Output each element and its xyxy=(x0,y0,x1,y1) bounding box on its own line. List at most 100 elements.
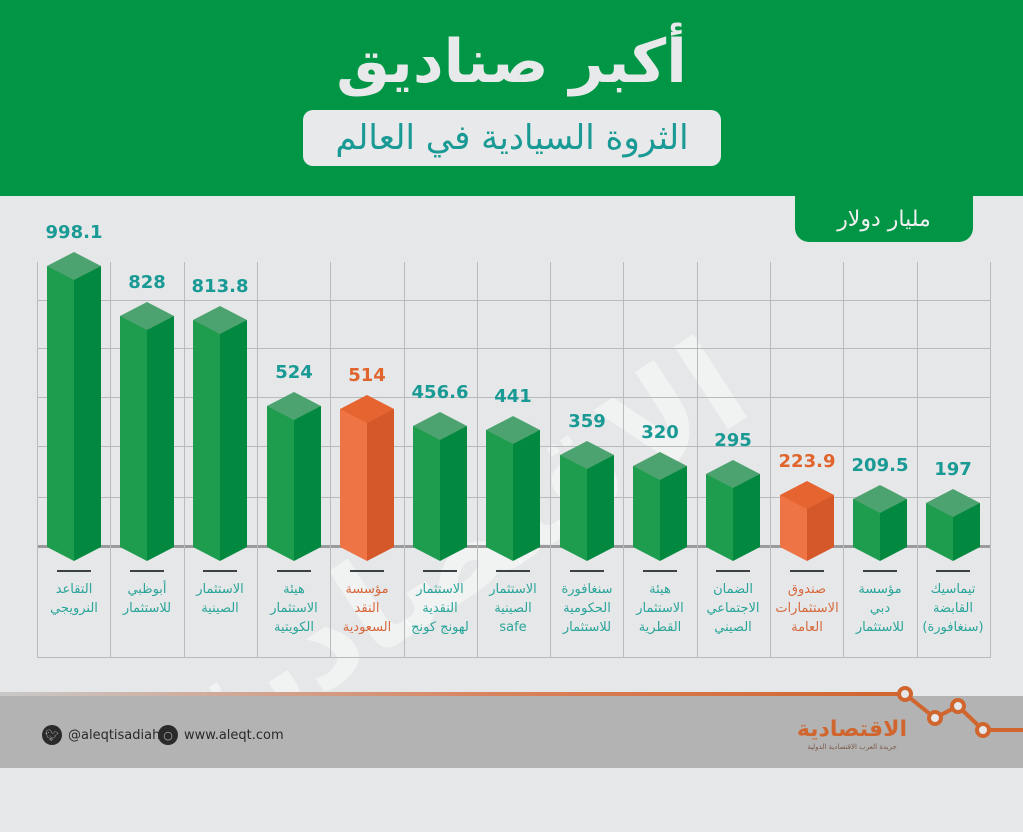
bar-chart: الاقتصادية 998.1 التقاعد النرويجي 828 أبوظبي… xyxy=(0,196,1023,792)
brand-logo: الاقتصادية جريدة العرب الاقتصادية الدولي… xyxy=(792,718,912,756)
category-label: الضمان الاجتماعي الصيني xyxy=(697,580,769,637)
bar xyxy=(413,412,467,561)
bar-value-label: 514 xyxy=(348,365,386,386)
horizontal-gridline xyxy=(37,300,990,301)
bar-bottom-tip xyxy=(560,533,614,561)
category-label: صندوق الاستثمارات العامة xyxy=(771,580,843,637)
category-label-line: للاستثمار xyxy=(562,620,612,635)
vertical-gridline xyxy=(623,262,624,658)
category-label-line: الصيني xyxy=(714,620,752,635)
category-label-line: الاستثمار xyxy=(416,582,464,597)
vertical-gridline xyxy=(477,262,478,658)
bar xyxy=(340,395,394,561)
category-label-line: النقدية xyxy=(422,601,458,616)
bar-front-left xyxy=(193,320,220,547)
category-label-line: هيئة xyxy=(649,582,671,597)
bar-front-right xyxy=(294,406,321,547)
bar-bottom-tip xyxy=(193,533,247,561)
category-label-line: السعودية xyxy=(342,620,392,635)
category-label-line: (سنغافورة) xyxy=(922,620,984,635)
category-label-line: safe xyxy=(499,620,527,635)
bar-value-label: 295 xyxy=(714,430,752,451)
category-label: مؤسسة دبي للاستثمار xyxy=(844,580,916,637)
label-dash xyxy=(496,570,530,572)
website-link[interactable]: ○ www.aleqt.com xyxy=(158,725,284,745)
twitter-icon: 🐦︎ xyxy=(42,725,62,745)
category-label-line: الاستثمار xyxy=(270,601,318,616)
vertical-gridline xyxy=(184,262,185,658)
bar-front-right xyxy=(220,320,247,547)
bar-front-left xyxy=(486,430,513,547)
bar-value-label: 209.5 xyxy=(851,455,909,476)
bar-front-right xyxy=(367,409,394,547)
category-label: هيئة الاستثمار القطرية xyxy=(624,580,696,637)
bar-front-left xyxy=(120,316,147,547)
bar-value-label: 441 xyxy=(494,386,532,407)
bar xyxy=(780,481,834,561)
vertical-gridline xyxy=(990,262,991,658)
bar-bottom-tip xyxy=(413,533,467,561)
footer-divider xyxy=(0,692,905,696)
category-label-line: الاستثمار xyxy=(636,601,684,616)
website-url: www.aleqt.com xyxy=(184,727,284,743)
category-label-line: مؤسسة xyxy=(858,582,902,597)
category-label: مؤسسة النقد السعودية xyxy=(331,580,403,637)
label-dash xyxy=(790,570,824,572)
category-label-line: القطرية xyxy=(638,620,682,635)
twitter-handle: @aleqtisadiah xyxy=(68,727,161,743)
bar-value-label: 828 xyxy=(128,272,166,293)
bar-bottom-tip xyxy=(47,533,101,561)
category-label-line: مؤسسة xyxy=(345,582,389,597)
bar-value-label: 197 xyxy=(934,459,972,480)
label-dash xyxy=(57,570,91,572)
category-label-line: الحكومية xyxy=(563,601,611,616)
bar xyxy=(560,441,614,561)
category-label-line: الاستثمار xyxy=(196,582,244,597)
label-dash xyxy=(423,570,457,572)
bar-front-left xyxy=(340,409,367,547)
brand-tagline: جريدة العرب الاقتصادية الدولية xyxy=(807,743,897,751)
label-dash xyxy=(277,570,311,572)
bar-front-right xyxy=(440,426,467,547)
label-dash xyxy=(643,570,677,572)
label-dash xyxy=(716,570,750,572)
bar xyxy=(706,460,760,561)
category-label-line: أبوظبي xyxy=(127,582,167,597)
unit-badge: مليار دولار xyxy=(795,196,973,242)
bar-value-label: 524 xyxy=(275,362,313,383)
label-dash xyxy=(203,570,237,572)
bar xyxy=(193,306,247,561)
bar-value-label: 456.6 xyxy=(411,382,469,403)
bar-bottom-tip xyxy=(706,533,760,561)
header-banner: أكبر صناديق الثروة السيادية في العالم xyxy=(0,0,1023,196)
category-label-line: النرويجي xyxy=(50,601,98,616)
twitter-link[interactable]: 🐦︎ @aleqtisadiah xyxy=(42,725,160,745)
bar-front-left xyxy=(47,266,74,547)
bar-front-right xyxy=(147,316,174,547)
unit-label: مليار دولار xyxy=(837,206,931,232)
bar xyxy=(853,485,907,561)
category-label-line: للاستثمار xyxy=(855,620,905,635)
category-label: أبوظبي للاستثمار xyxy=(111,580,183,618)
bar-bottom-tip xyxy=(267,533,321,561)
page-title: أكبر صناديق xyxy=(336,27,687,97)
vertical-gridline xyxy=(404,262,405,658)
vertical-gridline xyxy=(330,262,331,658)
vertical-gridline xyxy=(917,262,918,658)
bar-front-left xyxy=(413,426,440,547)
category-label-line: الاجتماعي xyxy=(706,601,760,616)
bar-bottom-tip xyxy=(926,533,980,561)
subtitle-box: الثروة السيادية في العالم xyxy=(303,110,721,166)
category-label-line: للاستثمار xyxy=(122,601,172,616)
bar-front-right xyxy=(513,430,540,547)
bar-value-label: 998.1 xyxy=(45,222,103,243)
category-label-line: دبي xyxy=(869,601,891,616)
category-label-line: الصينية xyxy=(201,601,239,616)
page-subtitle: الثروة السيادية في العالم xyxy=(335,118,689,158)
vertical-gridline xyxy=(37,262,38,658)
category-label: سنغافورة الحكومية للاستثمار xyxy=(551,580,623,637)
bar-value-label: 223.9 xyxy=(778,451,836,472)
brand-name: الاقتصادية xyxy=(796,717,908,742)
category-label: الاستثمار النقدية لهونج كونج xyxy=(404,580,476,637)
label-dash xyxy=(350,570,384,572)
